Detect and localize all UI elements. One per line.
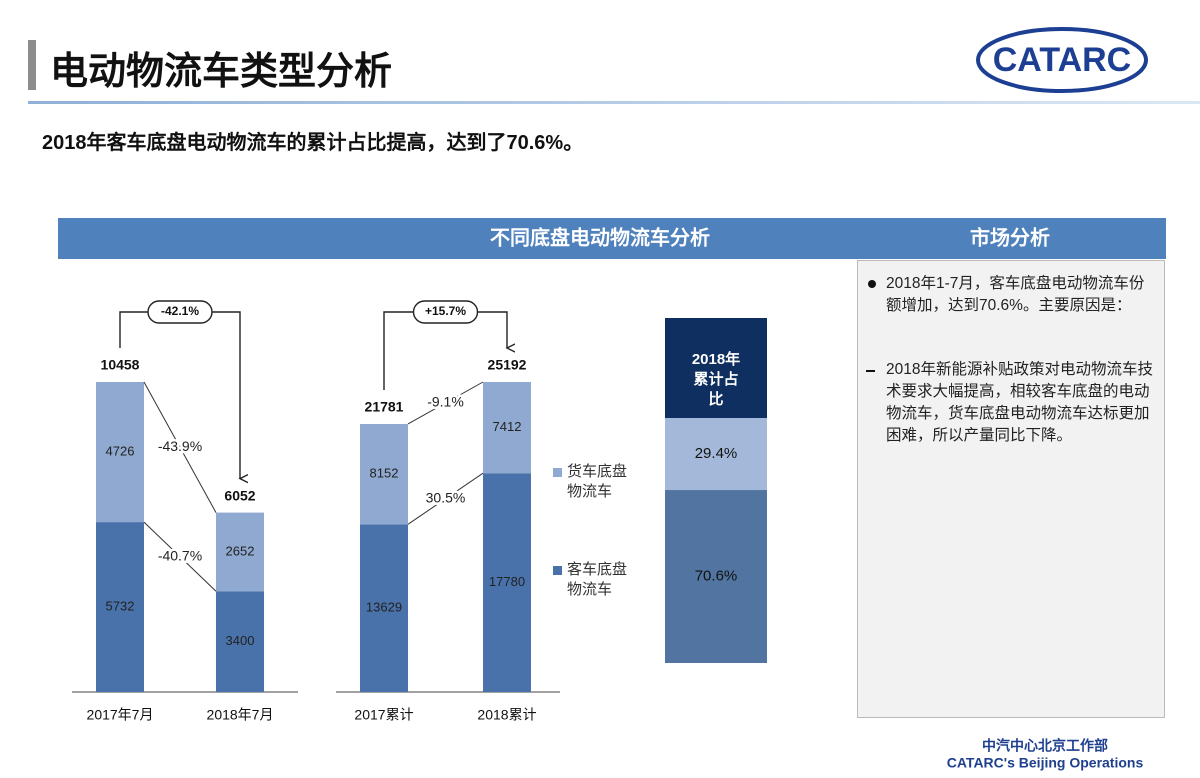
change-pill [412,300,479,324]
share-title: 2018年累计占比 [691,351,741,408]
title-accent [28,40,36,90]
change-connector [143,521,217,592]
bar-segment [216,591,264,692]
subtitle: 2018年客车底盘电动物流车的累计占比提高，达到了70.6%。 [42,132,584,154]
total-label: 6052 [224,487,255,503]
data-label: 70.6% [695,567,738,584]
change-label: -43.9% [158,438,202,454]
data-label: 2652 [226,543,255,558]
change-label: 30.5% [426,489,466,505]
analysis-box: 2018年1-7月，客车底盘电动物流车份额增加，达到70.6%。主要原因是： 2… [857,260,1165,718]
data-label: 4726 [106,443,135,458]
data-label: 13629 [366,600,402,615]
bar-segment [96,382,144,523]
bullet-item: 2018年新能源补贴政策对电动物流车技术要求大幅提高，相较客车底盘的电动物流车，… [866,359,1156,447]
share-segment [665,418,767,491]
title-rule [28,101,1200,104]
total-label: 10458 [101,357,140,373]
logo-ring [976,27,1148,93]
data-label: 7412 [493,419,522,434]
panel-title: 不同底盘电动物流车分析 [490,225,710,249]
x-tick-label: 2017年7月 [87,707,154,723]
total-change-label: -42.1% [161,304,199,318]
change-pill [147,300,213,324]
bar-segment [483,473,531,692]
side-title: 市场分析 [970,225,1050,249]
data-label: 8152 [370,466,399,481]
bullet-text: 2018年1-7月，客车底盘电动物流车份额增加，达到70.6%。主要原因是： [886,275,1145,314]
change-connector [407,381,484,425]
data-label: 29.4% [695,445,738,462]
panel-header [58,218,1166,259]
bullet-dot [868,280,876,288]
change-connector [143,381,217,513]
share-segment [665,490,767,663]
change-label: -9.1% [427,394,464,410]
share-title-block [665,318,767,418]
bar-segment [96,522,144,692]
data-label: 3400 [226,633,255,648]
bar-segment [483,382,531,474]
total-label: 21781 [365,399,404,415]
footer-org-en: CATARC's Beijing Operations [947,755,1144,771]
total-label: 25192 [488,357,527,373]
legend-entry: 客车底盘物流车 [567,561,628,598]
bar-segment [216,512,264,592]
legend-entry: 货车底盘物流车 [567,463,628,500]
bar-segment [360,524,408,692]
x-tick-label: 2017累计 [354,707,413,723]
bullet-dash [866,370,875,372]
footer-org: 中汽中心北京工作部 [982,738,1108,754]
x-tick-label: 2018年7月 [207,707,274,723]
legend-swatch [553,566,562,575]
change-connector [407,472,484,525]
bullet-item: 2018年1-7月，客车底盘电动物流车份额增加，达到70.6%。主要原因是： [868,273,1156,317]
logo: CATARC [993,41,1132,79]
bullet-text: 2018年新能源补贴政策对电动物流车技术要求大幅提高，相较客车底盘的电动物流车，… [886,361,1153,444]
data-label: 5732 [106,598,135,613]
x-tick-label: 2018累计 [477,707,536,723]
total-change-label: +15.7% [425,304,466,318]
legend-swatch [553,468,562,477]
change-label: -40.7% [158,547,202,563]
page-title: 电动物流车类型分析 [50,51,393,93]
data-label: 17780 [489,574,525,589]
bar-segment [360,423,408,525]
